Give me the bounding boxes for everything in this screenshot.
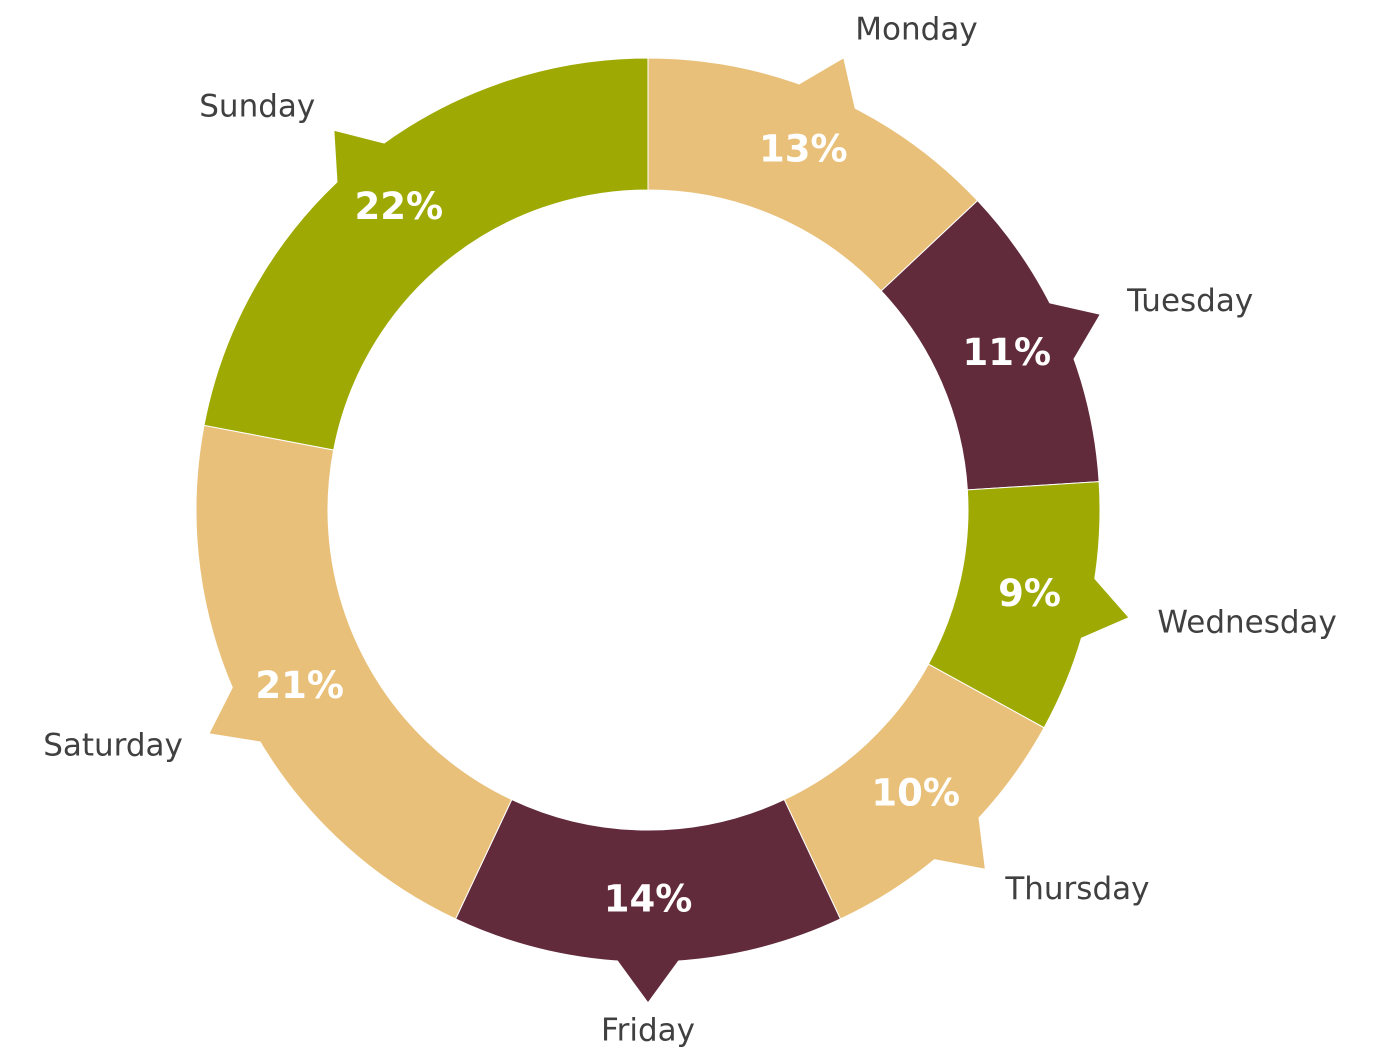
slice-pointer	[209, 685, 263, 742]
slice-pointer	[1047, 302, 1100, 361]
slice	[927, 481, 1129, 729]
slice	[203, 57, 649, 451]
category-label: Sunday	[199, 88, 315, 124]
value-label: 9%	[998, 572, 1061, 615]
category-label: Monday	[855, 11, 977, 47]
slice-pointer	[334, 130, 387, 185]
category-label: Wednesday	[1157, 604, 1336, 640]
category-label: Saturday	[43, 727, 183, 763]
value-label: 10%	[871, 772, 960, 815]
slice-pointer	[932, 815, 985, 869]
slice-arc	[203, 57, 649, 451]
category-label: Thursday	[1004, 871, 1149, 907]
slice-pointer	[797, 58, 856, 111]
value-label: 11%	[963, 331, 1052, 374]
category-label: Tuesday	[1126, 283, 1253, 319]
category-label: Friday	[601, 1013, 695, 1049]
slice-pointer	[1079, 577, 1129, 639]
slice	[195, 424, 513, 920]
value-label: 22%	[354, 185, 443, 228]
slice-arc	[195, 424, 513, 920]
value-label: 13%	[759, 128, 848, 171]
value-label: 21%	[255, 664, 344, 707]
slice-pointer	[616, 958, 680, 1002]
slice	[454, 798, 842, 1002]
value-label: 14%	[604, 878, 693, 921]
